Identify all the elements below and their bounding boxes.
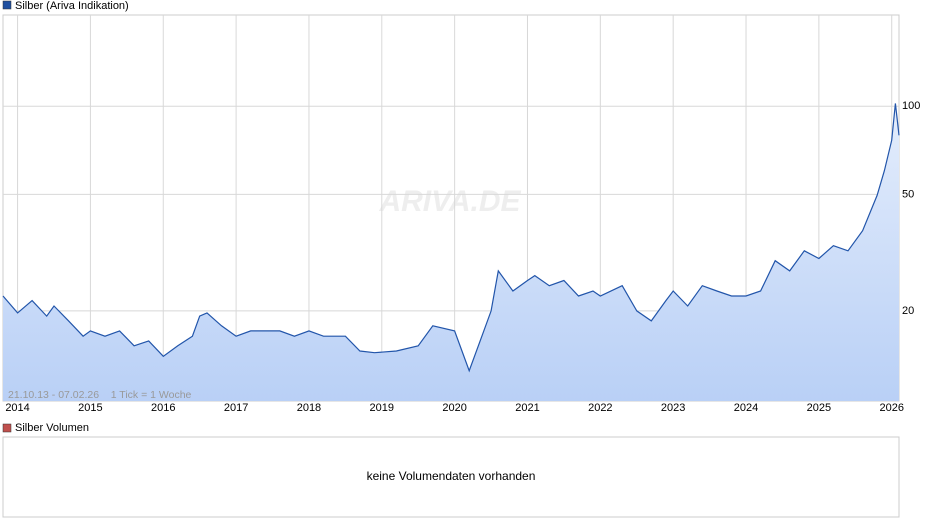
x-tick-label: 2025 [807, 402, 831, 414]
x-tick-label: 2016 [151, 402, 175, 414]
y-tick-label: 20 [902, 305, 914, 317]
annotation: 21.10.13 - 07.02.26 1 Tick = 1 Woche [8, 389, 192, 401]
watermark: ARIVA.DE [378, 185, 521, 218]
area-fill [3, 103, 899, 402]
volume-frame [2, 436, 900, 518]
x-tick-label: 2026 [879, 402, 903, 414]
x-tick-label: 2024 [734, 402, 758, 414]
x-tick-label: 2018 [297, 402, 321, 414]
y-tick-label: 50 [902, 188, 914, 200]
x-tick-label: 2022 [588, 402, 612, 414]
legend-label: Silber (Ariva Indikation) [15, 0, 129, 12]
x-tick-label: 2021 [515, 402, 539, 414]
x-tick-label: 2017 [224, 402, 248, 414]
legend-swatch [2, 0, 12, 10]
x-tick-label: 2020 [442, 402, 466, 414]
x-tick-label: 2019 [370, 402, 394, 414]
x-tick-label: 2014 [5, 402, 29, 414]
y-tick-label: 100 [902, 100, 920, 112]
volume-message: keine Volumendaten vorhanden [367, 469, 536, 483]
volume-legend-swatch [2, 423, 12, 433]
price-line [2, 103, 900, 373]
x-tick-label: 2015 [78, 402, 102, 414]
x-tick-label: 2023 [661, 402, 685, 414]
volume-legend-label: Silber Volumen [15, 422, 89, 434]
